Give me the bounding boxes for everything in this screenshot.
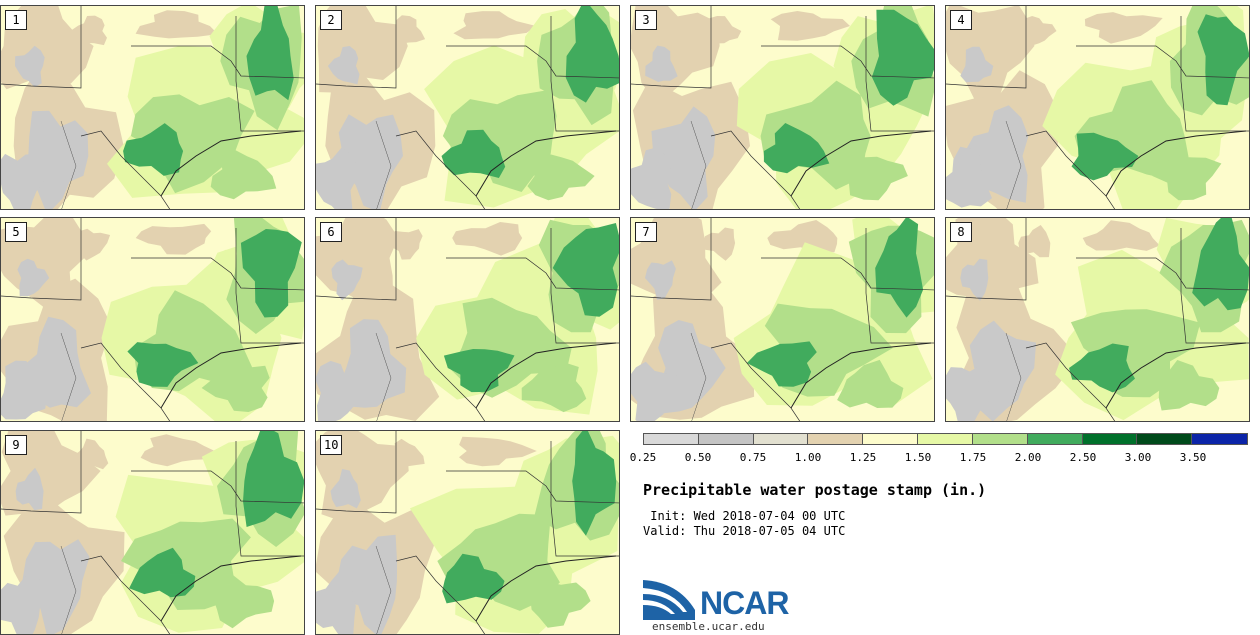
colorbar-segment xyxy=(698,434,754,444)
valid-time: Valid: Thu 2018-07-05 04 UTC xyxy=(643,524,846,538)
map-panel: 4 xyxy=(945,5,1250,210)
map-panel: 6 xyxy=(315,217,620,422)
panel-label: 2 xyxy=(320,10,342,30)
colorbar-tick-label: 0.25 xyxy=(629,451,657,464)
ncar-logo-icon xyxy=(643,580,695,620)
site-url: ensemble.ucar.edu xyxy=(652,620,765,633)
colorbar-tick-label: 2.00 xyxy=(1014,451,1042,464)
colorbar-segment xyxy=(808,434,864,444)
colorbar-segment xyxy=(972,434,1028,444)
panel-label: 5 xyxy=(5,222,27,242)
colorbar-tick-label: 3.50 xyxy=(1179,451,1207,464)
colorbar-segment xyxy=(863,434,919,444)
colorbar-segment xyxy=(1027,434,1083,444)
colorbar-tick-label: 1.25 xyxy=(849,451,877,464)
panel-label: 3 xyxy=(635,10,657,30)
colorbar-segment xyxy=(1192,434,1247,444)
map-panel: 8 xyxy=(945,217,1250,422)
map-panel: 1 xyxy=(0,5,305,210)
panel-label: 10 xyxy=(320,435,343,455)
map-panel: 2 xyxy=(315,5,620,210)
panel-label: 7 xyxy=(635,222,657,242)
colorbar-segment xyxy=(918,434,973,444)
figure-title: Precipitable water postage stamp (in.) xyxy=(643,481,987,499)
panel-label: 1 xyxy=(5,10,27,30)
colorbar-tick-label: 1.50 xyxy=(904,451,932,464)
colorbar-tick-label: 3.00 xyxy=(1124,451,1152,464)
panel-label: 6 xyxy=(320,222,342,242)
panel-label: 4 xyxy=(950,10,972,30)
colorbar-segment xyxy=(753,434,809,444)
colorbar-tick-label: 0.75 xyxy=(739,451,767,464)
panel-label: 8 xyxy=(950,222,972,242)
colorbar xyxy=(643,433,1248,445)
panel-label: 9 xyxy=(5,435,27,455)
colorbar-tick-label: 0.50 xyxy=(684,451,712,464)
colorbar-segment xyxy=(644,434,699,444)
map-panel: 9 xyxy=(0,430,305,635)
map-panel: 5 xyxy=(0,217,305,422)
colorbar-segment xyxy=(1137,434,1193,444)
map-panel: 7 xyxy=(630,217,935,422)
colorbar-tick-label: 1.00 xyxy=(794,451,822,464)
map-panel: 10 xyxy=(315,430,620,635)
colorbar-tick-label: 1.75 xyxy=(959,451,987,464)
colorbar-tick-label: 2.50 xyxy=(1069,451,1097,464)
map-panel: 3 xyxy=(630,5,935,210)
colorbar-segment xyxy=(1082,434,1138,444)
init-time: Init: Wed 2018-07-04 00 UTC xyxy=(643,509,846,523)
logo-text: NCAR xyxy=(700,585,789,621)
